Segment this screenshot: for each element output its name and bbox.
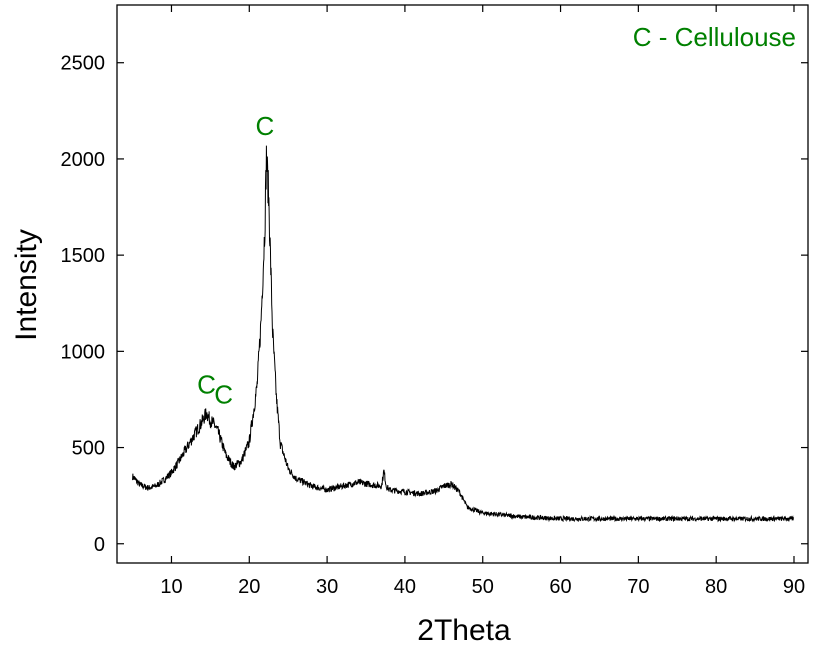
peak-label: C [214, 379, 233, 409]
y-tick-label: 2500 [61, 53, 106, 75]
y-axis-ticks: 0 500 1000 1500 2000 2500 [61, 53, 808, 556]
y-axis-title: Intensity [10, 229, 43, 341]
x-axis-ticks: 10 20 30 40 50 60 70 80 90 [160, 5, 805, 598]
x-tick-label: 80 [705, 576, 727, 598]
y-tick-label: 0 [94, 534, 105, 556]
xrd-series-line [132, 145, 795, 523]
x-tick-label: 60 [549, 576, 571, 598]
peak-annotations: CCC [197, 111, 274, 409]
x-tick-label: 10 [160, 576, 182, 598]
y-tick-label: 1500 [61, 245, 106, 267]
peak-label: C [255, 111, 274, 141]
y-tick-label: 2000 [61, 149, 106, 171]
x-tick-label: 30 [316, 576, 338, 598]
peak-label: C [197, 370, 216, 400]
x-tick-label: 20 [238, 576, 260, 598]
x-tick-label: 70 [627, 576, 649, 598]
chart-note: C - Cellulouse [633, 22, 796, 52]
x-tick-label: 50 [472, 576, 494, 598]
x-axis-title: 2Theta [417, 614, 511, 647]
x-tick-label: 40 [394, 576, 416, 598]
plot-frame [116, 4, 809, 564]
y-tick-label: 500 [72, 438, 105, 460]
y-tick-label: 1000 [61, 341, 106, 363]
x-tick-label: 90 [783, 576, 805, 598]
